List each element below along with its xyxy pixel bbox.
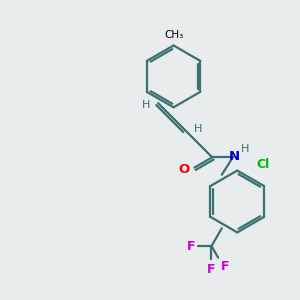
Text: F: F — [207, 263, 216, 276]
Text: F: F — [187, 240, 195, 253]
Text: H: H — [142, 100, 150, 110]
Text: H: H — [241, 144, 249, 154]
Text: Cl: Cl — [256, 158, 269, 171]
Text: O: O — [179, 163, 190, 176]
Text: CH₃: CH₃ — [164, 30, 183, 40]
Text: F: F — [221, 260, 230, 273]
Text: H: H — [194, 124, 202, 134]
Text: N: N — [229, 150, 240, 163]
